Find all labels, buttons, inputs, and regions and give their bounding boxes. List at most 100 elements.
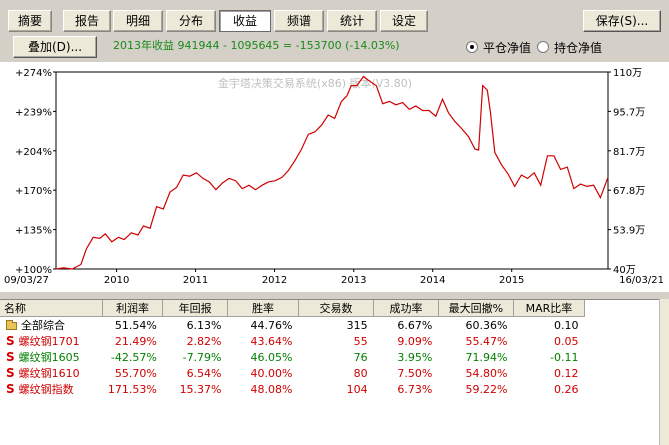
table-cell: 55.70% — [114, 366, 157, 380]
table-cell: 0.10 — [554, 318, 579, 332]
x-end-label: 16/03/21 — [619, 275, 664, 286]
radio-closed-equity-label: 平仓净值 — [483, 41, 532, 55]
table-cell: 0.12 — [554, 366, 579, 380]
tab-settings[interactable]: 设定 — [380, 10, 428, 32]
y-left-tick-label: +204% — [15, 147, 52, 158]
table-header-row: 名称 利润率 年回报 胜率 交易数 成功率 最大回撤% MAR比率 — [0, 300, 586, 317]
table-cell: 2.82% — [186, 334, 222, 348]
x-tick-label: 2010 — [104, 275, 129, 286]
table-cell: 6.54% — [186, 366, 222, 380]
y-right-tick-label: 40万 — [613, 265, 636, 276]
table-cell: 40.00% — [250, 366, 293, 380]
row-name-cell: S 螺纹钢1701 — [0, 333, 102, 349]
table-cell: 15.37% — [179, 382, 222, 396]
radio-closed-equity-dot[interactable] — [466, 41, 478, 53]
table-cell: 44.76% — [250, 318, 293, 332]
column-header[interactable]: 最大回撤% — [438, 300, 514, 317]
tab-report[interactable]: 报告 — [63, 10, 111, 32]
table-cell: 0.05 — [554, 334, 579, 348]
column-header[interactable]: 交易数 — [298, 300, 375, 317]
s-icon: S — [6, 350, 15, 364]
table-cell: 6.67% — [397, 318, 433, 332]
table-cell: -7.79% — [182, 350, 222, 364]
tab-returns[interactable]: 收益 — [219, 10, 271, 32]
table-cell: 9.09% — [397, 334, 433, 348]
tab-statistics[interactable]: 统计 — [327, 10, 377, 32]
row-name-cell: S 螺纹钢指数 — [0, 381, 102, 397]
y-right-tick-label: 95.7万 — [613, 107, 645, 118]
y-right-tick-label: 53.9万 — [613, 226, 645, 237]
column-header[interactable]: 利润率 — [102, 300, 164, 317]
summary-formula: 2013年收益 941944 - 1095645 = -153700 (-14.… — [113, 39, 400, 52]
column-header[interactable]: 名称 — [0, 300, 103, 317]
table-cell: 59.22% — [465, 382, 508, 396]
equity-curve-line — [55, 75, 609, 270]
x-tick-label: 2015 — [499, 275, 524, 286]
folder-icon — [6, 320, 17, 330]
tab-spectrum[interactable]: 频谱 — [274, 10, 324, 32]
row-name-cell: 全部综合 — [0, 317, 102, 334]
table-cell: 55.47% — [465, 334, 508, 348]
table-row[interactable]: S 螺纹钢1610 55.70% 6.54% 40.00% 80 7.50% 54.80% 0.… — [0, 365, 585, 381]
row-name: 螺纹钢1701 — [18, 335, 80, 348]
table-row[interactable]: S 螺纹钢1701 21.49% 2.82% 43.64% 55 9.09% 55.47% 0.… — [0, 333, 585, 349]
y-right-tick-label: 67.8万 — [613, 186, 645, 197]
equity-chart: 金宇塔决策交易系统(x86) 版本(V3.80) +274% 110万 +239% 95… — [4, 68, 664, 286]
y-left-tick-label: +135% — [15, 226, 52, 237]
table-cell: 48.08% — [250, 382, 293, 396]
y-left-tick-label: +274% — [15, 68, 52, 79]
radio-open-equity-dot[interactable] — [537, 41, 549, 53]
table-cell: 60.36% — [465, 318, 508, 332]
y-left-tick-label: +170% — [15, 186, 52, 197]
y-left-tick-label: +239% — [15, 107, 52, 118]
table-cell: 7.50% — [397, 366, 433, 380]
table-cell: 80 — [353, 366, 368, 380]
table-cell: 0.26 — [554, 382, 579, 396]
row-name: 螺纹钢1610 — [18, 367, 80, 380]
row-name: 螺纹钢指数 — [18, 383, 74, 396]
tab-detail[interactable]: 明细 — [113, 10, 163, 32]
column-header[interactable]: 年回报 — [162, 300, 229, 317]
column-header[interactable]: 成功率 — [373, 300, 439, 317]
overlay-button[interactable]: 叠加(D)... — [13, 36, 97, 58]
table-row[interactable]: 全部综合 51.54% 6.13% 44.76% 315 6.67% 60.36% 0.10 — [0, 317, 585, 334]
row-name-cell: S 螺纹钢1605 — [0, 349, 102, 365]
results-table-area: 名称 利润率 年回报 胜率 交易数 成功率 最大回撤% MAR比率 全部综合 51.54% 6.1… — [0, 299, 669, 445]
table-cell: 55 — [353, 334, 368, 348]
table-cell: 3.95% — [397, 350, 433, 364]
equity-chart-panel: 金宇塔决策交易系统(x86) 版本(V3.80) +274% 110万 +239% 95… — [0, 62, 669, 292]
x-tick-label: 2011 — [183, 275, 208, 286]
table-cell: 54.80% — [465, 366, 508, 380]
table-cell: 104 — [346, 382, 368, 396]
table-cell: -42.57% — [110, 350, 157, 364]
x-tick-label: 2013 — [341, 275, 366, 286]
y-right-tick-label: 81.7万 — [613, 147, 645, 158]
plot-area — [55, 71, 609, 270]
x-tick-label: 2012 — [262, 275, 287, 286]
table-scrollbar[interactable] — [659, 299, 669, 445]
x-start-label: 09/03/27 — [4, 275, 49, 286]
table-cell: 71.94% — [465, 350, 508, 364]
table-cell: 46.05% — [250, 350, 293, 364]
table-cell: 43.64% — [250, 334, 293, 348]
results-table: 名称 利润率 年回报 胜率 交易数 成功率 最大回撤% MAR比率 全部综合 51.54% 6.1… — [0, 300, 586, 397]
tab-distribution[interactable]: 分布 — [166, 10, 216, 32]
row-name: 全部综合 — [21, 319, 65, 332]
s-icon: S — [6, 382, 15, 396]
radio-open-equity-label: 持仓净值 — [554, 41, 603, 55]
table-row[interactable]: S 螺纹钢1605 -42.57% -7.79% 46.05% 76 3.95% 71.94%… — [0, 349, 585, 365]
table-cell: 21.49% — [114, 334, 157, 348]
tab-summary[interactable]: 摘要 — [8, 10, 52, 32]
column-header[interactable]: 胜率 — [227, 300, 299, 317]
chart-watermark: 金宇塔决策交易系统(x86) 版本(V3.80) — [218, 76, 412, 90]
table-row[interactable]: S 螺纹钢指数 171.53% 15.37% 48.08% 104 6.73% 59.22% 0… — [0, 381, 585, 397]
s-icon: S — [6, 366, 15, 380]
table-cell: 6.13% — [186, 318, 222, 332]
row-name: 螺纹钢1605 — [18, 351, 80, 364]
x-tick-label: 2014 — [420, 275, 445, 286]
save-button[interactable]: 保存(S)... — [583, 10, 661, 32]
row-name-cell: S 螺纹钢1610 — [0, 365, 102, 381]
table-cell: -0.11 — [550, 350, 579, 364]
table-cell: 6.73% — [397, 382, 433, 396]
column-header[interactable]: MAR比率 — [513, 300, 586, 317]
